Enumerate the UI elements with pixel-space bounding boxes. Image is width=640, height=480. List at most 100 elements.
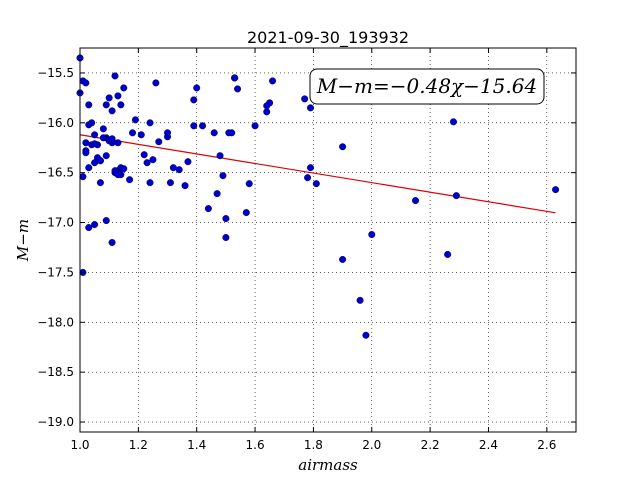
y-tick-label: −17.0 [37,216,74,230]
data-point [149,156,157,164]
data-point [82,139,90,147]
data-point [146,179,154,187]
data-point [85,164,93,172]
data-point [114,92,122,100]
data-point [96,157,104,165]
data-point [155,138,163,146]
y-tick-label: −16.5 [37,166,74,180]
data-point [131,116,139,124]
x-tick-label: 1.8 [304,438,323,452]
x-tick-label: 2.0 [362,438,381,452]
data-point [222,215,230,223]
y-tick-label: −18.0 [37,315,74,329]
data-point [120,84,128,92]
data-point [225,129,233,137]
data-point [190,96,198,104]
x-tick-label: 1.0 [70,438,89,452]
data-point [193,84,201,92]
y-tick-label: −17.5 [37,265,74,279]
data-point [140,151,148,159]
fit-line-layer [79,134,556,214]
data-point [88,119,96,127]
data-point [552,186,560,194]
data-point [96,179,104,187]
annotation-text: M−m=−0.48χ−15.64 [316,74,537,98]
data-point [452,192,460,200]
data-point [169,164,177,172]
data-point [91,159,99,167]
chart-title: 2021-09-30_193932 [247,28,409,48]
data-point [231,74,239,82]
data-point [245,180,253,188]
data-point [263,102,271,110]
data-point [368,231,376,239]
data-point [108,135,116,143]
data-point [91,131,99,139]
data-point [234,85,242,93]
data-point [263,108,271,116]
y-tick-label: −19.0 [37,415,74,429]
data-points [76,54,560,339]
data-point [152,79,160,87]
data-point [216,152,224,160]
data-point [108,107,116,115]
x-tick-label: 1.6 [246,438,265,452]
data-point [306,164,314,172]
y-tick-label: −18.5 [37,365,74,379]
data-point [219,172,227,180]
x-tick-label: 2.2 [421,438,440,452]
data-point [99,125,107,133]
axis-ticks: 1.0 1.2 1.4 1.6 1.8 2.0 2.2 2.4 2.6 −15.5 −16.0 −16… [37,48,576,452]
x-axis-label: airmass [298,456,358,474]
grid-lines [79,48,576,432]
data-point [111,72,119,80]
data-point [114,171,122,179]
data-point [79,173,87,181]
data-point [356,296,364,304]
data-point [306,104,314,112]
data-point [117,101,125,109]
data-point [82,149,90,157]
data-point [339,143,347,151]
data-point [129,129,137,137]
data-point [222,234,230,242]
data-point [312,180,320,188]
data-point [126,176,134,184]
data-point [164,129,172,137]
x-tick-label: 2.4 [479,438,498,452]
data-point [210,129,218,137]
data-point [120,165,128,173]
data-point [304,174,312,182]
y-axis-label: M−m [14,219,32,262]
data-point [105,94,113,102]
data-point [82,79,90,87]
y-tick-label: −15.5 [37,66,74,80]
data-point [301,95,309,103]
data-point [269,77,277,85]
plot-frame [79,47,577,433]
data-point [444,250,452,258]
x-tick-label: 1.4 [187,438,206,452]
y-tick-label: −16.0 [37,116,74,130]
data-point [449,118,457,126]
fit-line [79,134,556,214]
data-point [91,221,99,229]
data-point [102,217,110,225]
data-point [146,119,154,127]
x-tick-label: 2.6 [537,438,556,452]
fit-annotation: M−m=−0.48χ−15.64 [309,68,545,105]
data-point [175,166,183,174]
data-point [339,255,347,263]
data-point [190,122,198,130]
data-point [199,122,207,130]
x-tick-label: 1.2 [129,438,148,452]
data-point [102,101,110,109]
data-point [99,134,107,142]
data-point [85,101,93,109]
data-point [143,159,151,167]
data-point [412,197,420,205]
data-point [102,152,110,160]
data-point [242,209,250,217]
data-point [91,140,99,148]
